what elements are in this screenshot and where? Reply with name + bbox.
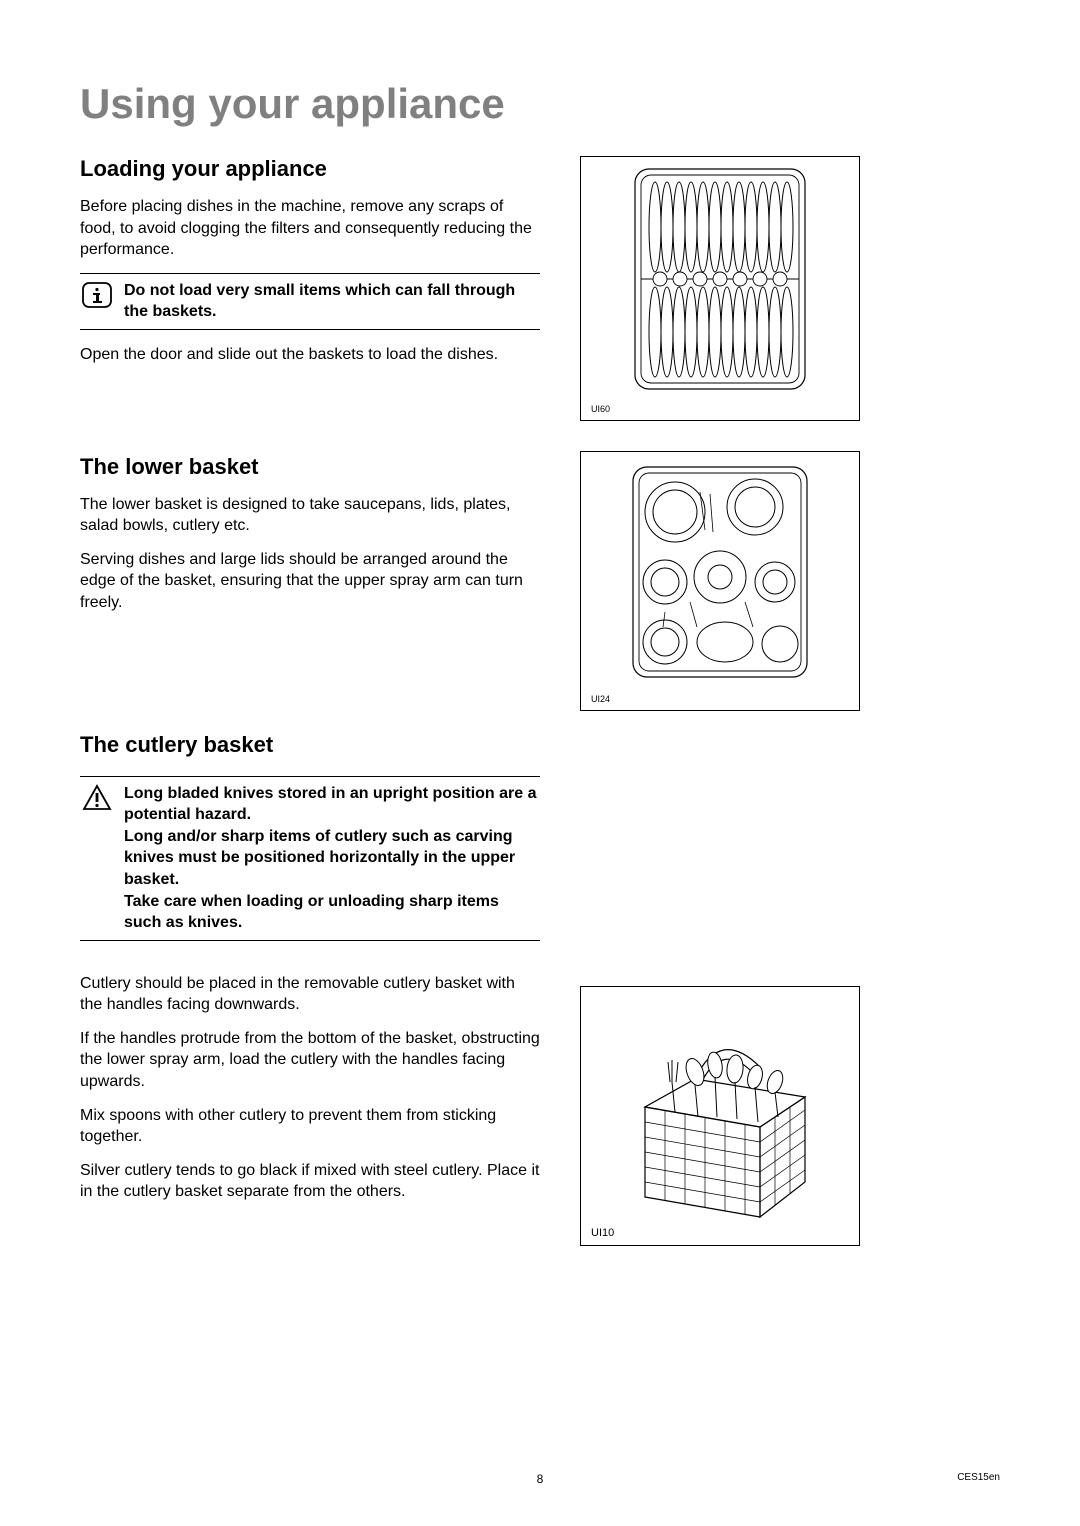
cutlery-p1: Cutlery should be placed in the removabl… [80,973,540,1016]
page-number: 8 [537,1472,544,1486]
doc-id: CES15en [957,1472,1000,1483]
left-column: Loading your appliance Before placing di… [80,156,540,1246]
heading-loading: Loading your appliance [80,156,540,182]
warning-callout-text: Long bladed knives stored in an upright … [124,783,540,934]
section-loading: Loading your appliance Before placing di… [80,156,540,366]
lower-p1: The lower basket is designed to take sau… [80,494,540,537]
loading-p1: Before placing dishes in the machine, re… [80,196,540,261]
figure-lower-basket: UI24 [580,451,860,711]
warning-callout: Long bladed knives stored in an upright … [80,776,540,941]
figure-cutlery-basket: UI10 [580,986,860,1246]
cutlery-p4: Silver cutlery tends to go black if mixe… [80,1160,540,1203]
figure-label-1: UI60 [591,404,610,414]
info-callout: Do not load very small items which can f… [80,273,540,330]
lower-p2: Serving dishes and large lids should be … [80,549,540,614]
figure-label-3: UI10 [591,1227,614,1239]
info-icon [80,280,114,310]
heading-lower: The lower basket [80,454,540,480]
section-lower: The lower basket The lower basket is des… [80,454,540,614]
page-title: Using your appliance [80,80,1000,128]
page-footer: 8 CES15en [0,1472,1080,1486]
info-callout-text: Do not load very small items which can f… [124,280,540,323]
warning-icon [80,783,114,813]
loading-p2: Open the door and slide out the baskets … [80,344,540,366]
cutlery-p3: Mix spoons with other cutlery to prevent… [80,1105,540,1148]
content-row: Loading your appliance Before placing di… [80,156,1000,1246]
cutlery-p2: If the handles protrude from the bottom … [80,1028,540,1093]
heading-cutlery: The cutlery basket [80,732,540,758]
figure-label-2: UI24 [591,694,610,704]
section-cutlery: The cutlery basket Long bladed knives st… [80,732,540,1204]
right-column: UI60 [580,156,860,1246]
figure-upper-basket: UI60 [580,156,860,421]
